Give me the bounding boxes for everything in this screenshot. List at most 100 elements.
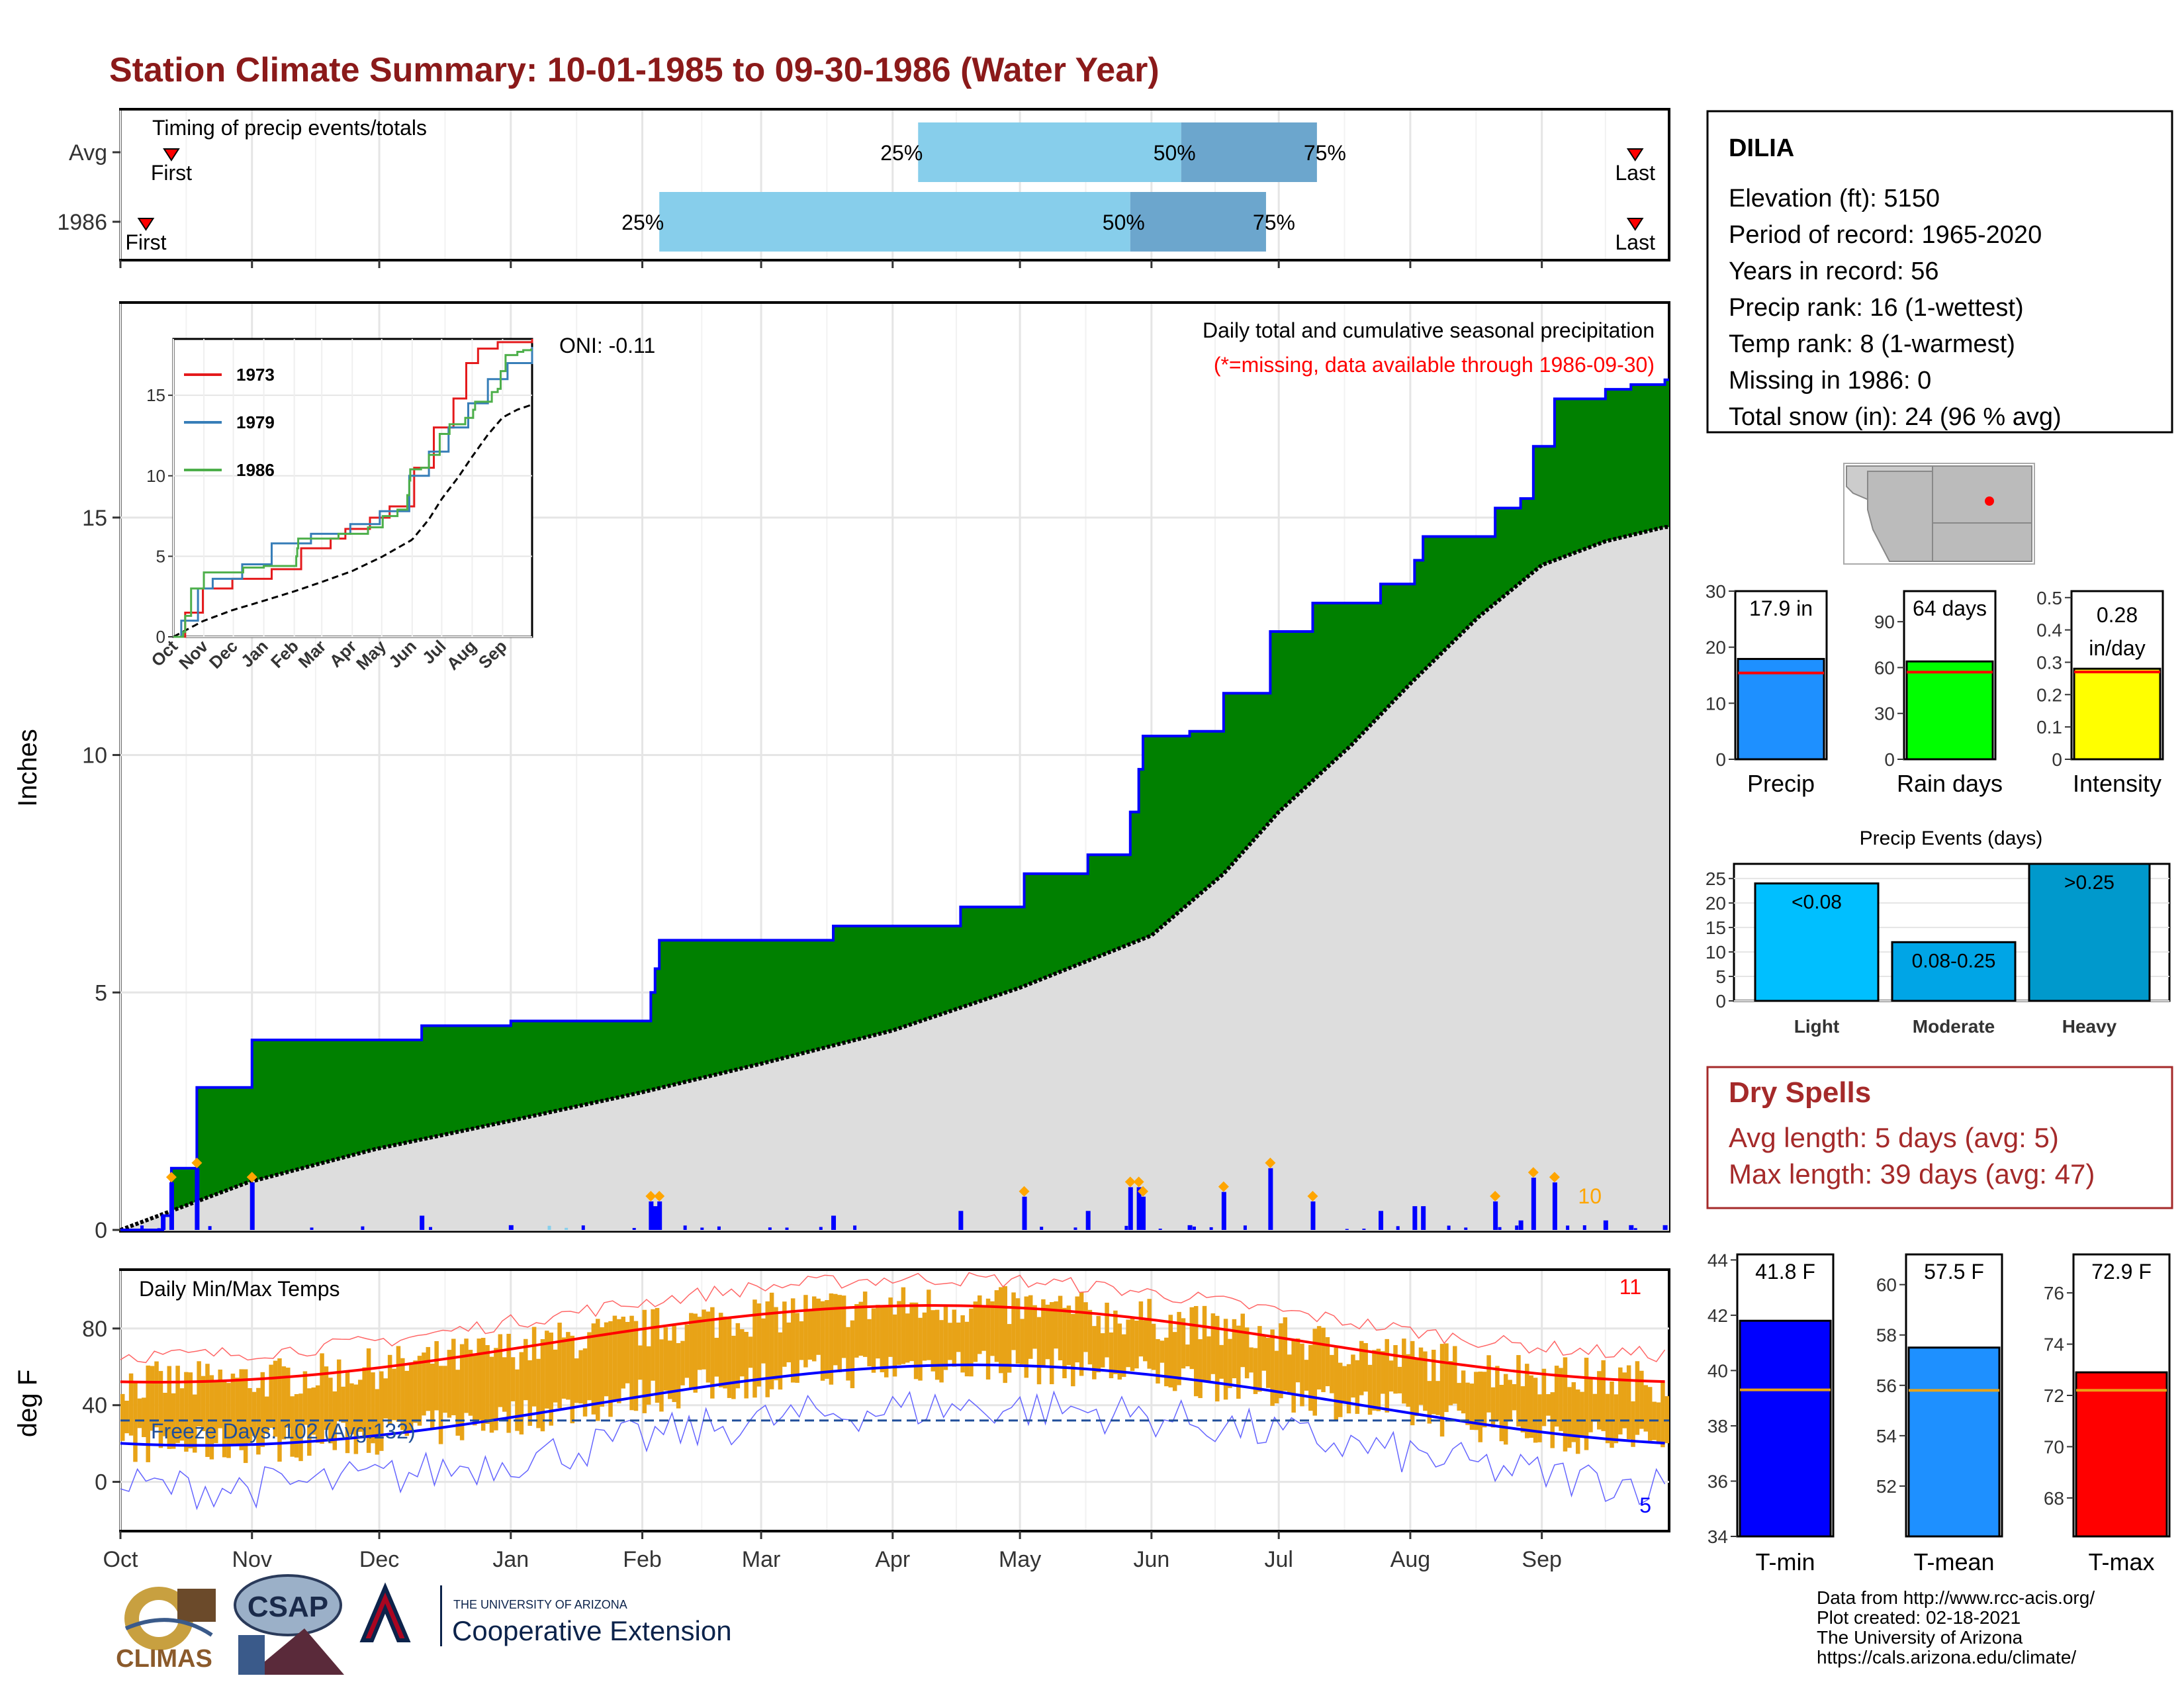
daily-temp-bar — [1096, 1315, 1101, 1373]
daily-temp-bar — [638, 1345, 643, 1380]
daily-temp-bar — [1465, 1382, 1470, 1425]
daily-temp-bar — [1490, 1387, 1496, 1428]
temp-daily-bars — [120, 1286, 1670, 1464]
daily-temp-bar — [375, 1389, 380, 1455]
timing-label: Timing of precip events/totals — [152, 116, 427, 140]
daily-temp-bar — [1635, 1361, 1640, 1435]
daily-temp-bar — [502, 1357, 507, 1412]
temp-summary-tick-label: 40 — [1707, 1360, 1728, 1381]
heavy-event-marker — [1133, 1176, 1144, 1188]
heavy-event-marker — [1490, 1190, 1501, 1201]
daily-temp-bar — [778, 1332, 783, 1390]
daily-temp-bar — [1381, 1351, 1385, 1394]
daily-temp-bar — [260, 1372, 265, 1447]
dry-spells-title: Dry Spells — [1729, 1076, 1871, 1109]
daily-temp-bar — [477, 1338, 482, 1421]
timing-p50-label: 50% — [1154, 141, 1196, 165]
daily-temp-bar — [642, 1309, 647, 1413]
daily-precip-bar — [649, 1201, 654, 1230]
dry-spells-max: Max length: 39 days (avg: 47) — [1729, 1158, 2095, 1190]
inset-series-line — [173, 347, 533, 638]
daily-temp-bar — [833, 1293, 838, 1366]
daily-temp-bar — [1265, 1338, 1271, 1388]
daily-temp-bar — [1486, 1355, 1491, 1413]
summary-bar-value: 0.28 — [2097, 603, 2138, 627]
daily-temp-bar — [570, 1335, 575, 1424]
daily-temp-bar — [994, 1290, 999, 1362]
daily-temp-bar — [286, 1368, 291, 1428]
daily-temp-bar — [1580, 1391, 1584, 1436]
precip-y-axis: 0 5 10 15 — [82, 506, 120, 1243]
daily-temp-bar — [1185, 1344, 1190, 1367]
daily-temp-bar — [1601, 1360, 1606, 1431]
daily-temp-bar — [1643, 1385, 1649, 1432]
daily-temp-bar — [1334, 1347, 1339, 1420]
events-category-label: Heavy — [2062, 1016, 2117, 1037]
daily-precip-bar — [1221, 1192, 1226, 1230]
daily-precip-bar — [1396, 1226, 1400, 1230]
daily-precip-bar — [1566, 1225, 1570, 1230]
page-title: Station Climate Summary: 10-01-1985 to 0… — [109, 51, 1160, 89]
daily-temp-bar — [807, 1310, 813, 1360]
daily-temp-bar — [1261, 1336, 1267, 1371]
daily-temp-bar — [884, 1306, 889, 1378]
temp-summary-label: T-min — [1756, 1548, 1815, 1575]
inset-chart: 051015OctNovDecJanFebMarAprMayJunJulAugS… — [146, 338, 533, 674]
inset-legend: 1973 1979 1986 — [184, 365, 275, 480]
daily-temp-bar — [1193, 1305, 1199, 1397]
daily-temp-bar — [307, 1388, 312, 1456]
daily-temp-bar — [1253, 1348, 1258, 1394]
daily-temp-bar — [1457, 1383, 1461, 1411]
station-detail-line: Period of record: 1965-2020 — [1729, 221, 2042, 249]
daily-temp-bar — [422, 1352, 426, 1416]
daily-precip-bar — [1518, 1220, 1524, 1230]
daily-temp-bar — [531, 1327, 537, 1407]
daily-temp-bar — [506, 1333, 511, 1433]
daily-temp-bar — [795, 1313, 799, 1383]
daily-temp-bar — [1117, 1323, 1122, 1380]
temp-summary-tick-label: 58 — [1876, 1325, 1897, 1346]
daily-temp-bar — [142, 1397, 146, 1437]
daily-temp-bar — [964, 1321, 970, 1377]
daily-temp-bar — [880, 1305, 885, 1373]
daily-temp-bar — [846, 1327, 850, 1381]
month-label: Nov — [232, 1547, 272, 1572]
daily-temp-bar — [689, 1313, 694, 1389]
daily-temp-bar — [1418, 1347, 1424, 1405]
daily-precip-bar — [1128, 1187, 1133, 1230]
daily-temp-bar — [1007, 1324, 1012, 1373]
daily-temp-bar — [417, 1356, 422, 1426]
daily-temp-bar — [1423, 1351, 1428, 1411]
daily-temp-bar — [1181, 1318, 1186, 1369]
daily-temp-bar — [264, 1396, 269, 1434]
temp-summary-tick-label: 34 — [1707, 1526, 1728, 1547]
daily-temp-bar — [1092, 1326, 1097, 1380]
daily-temp-bar — [876, 1305, 880, 1359]
daily-temp-bar — [1036, 1317, 1042, 1385]
daily-temp-bar — [557, 1323, 562, 1409]
precip-tick-label: 0 — [95, 1218, 107, 1243]
events-tick-label: 20 — [1706, 893, 1726, 914]
daily-temp-bar — [1304, 1360, 1309, 1391]
daily-temp-bar — [1147, 1299, 1152, 1369]
events-bar — [2028, 863, 2151, 1002]
daily-temp-bar — [1240, 1313, 1245, 1368]
daily-temp-bar — [1639, 1370, 1644, 1429]
daily-temp-bar — [320, 1353, 324, 1444]
daily-temp-bar — [124, 1400, 129, 1434]
daily-temp-bar — [353, 1384, 359, 1454]
inset-legend-label: 1986 — [236, 460, 275, 480]
inset-series-line — [173, 339, 533, 638]
daily-temp-bar — [451, 1338, 456, 1415]
inset-legend-label: 1979 — [236, 412, 275, 432]
daily-temp-bar — [192, 1394, 197, 1453]
daily-temp-bar — [383, 1378, 388, 1419]
oni-label: ONI: -0.11 — [559, 334, 655, 357]
daily-precip-bar — [1187, 1225, 1193, 1230]
heavy-event-marker — [191, 1157, 203, 1168]
location-map — [1843, 463, 2035, 565]
summary-bar-fill — [1737, 657, 1825, 761]
daily-temp-bar — [290, 1396, 295, 1457]
month-label: May — [999, 1547, 1041, 1572]
daily-precip-bar — [1136, 1187, 1142, 1230]
